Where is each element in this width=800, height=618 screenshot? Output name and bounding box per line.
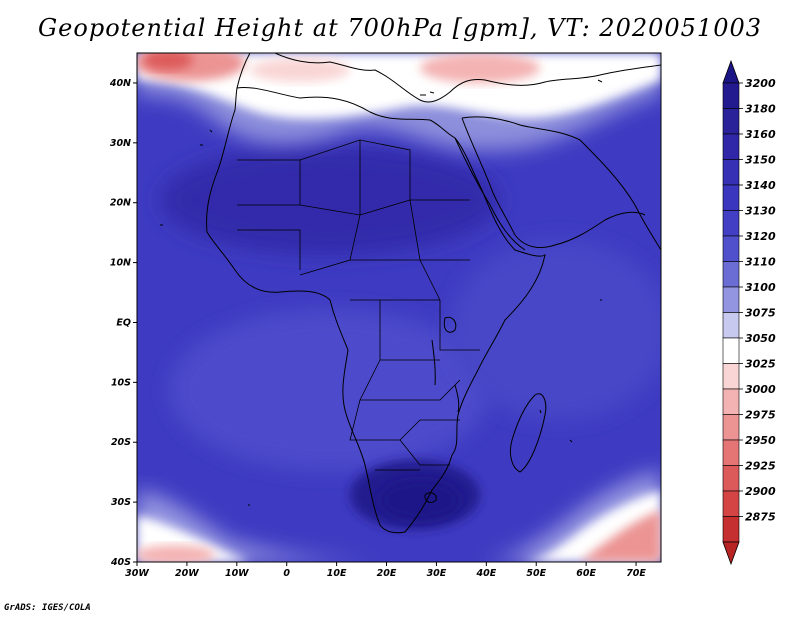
field-region (160, 145, 500, 255)
colorbar-swatch (722, 388, 740, 415)
lat-tick-label: 30N (110, 138, 131, 149)
colorbar-label: 2925 (745, 460, 776, 473)
colorbar-swatch (722, 159, 740, 186)
colorbar-label: 2900 (745, 485, 776, 498)
colorbar-swatch (722, 414, 740, 441)
lon-tick-label: 0 (283, 568, 290, 579)
lon-tick-label: 30W (125, 568, 149, 579)
country-borders (237, 139, 480, 471)
colorbar-swatch (722, 439, 740, 466)
lat-tick-label: 10S (111, 377, 131, 388)
lat-tick-label: EQ (116, 317, 131, 328)
colorbar-label: 2975 (745, 409, 776, 422)
lat-tick-label: 30S (111, 497, 131, 508)
lat-tick-label: 10N (110, 258, 131, 269)
colorbar-label: 3000 (745, 383, 776, 396)
coastlines (160, 53, 661, 534)
colorbar-swatch (722, 465, 740, 492)
latitude-axis: 40N 30N 20N 10N EQ 10S 20S 30S 40S (109, 78, 137, 568)
colorbar-label: 3180 (745, 103, 776, 116)
field-region (137, 545, 215, 562)
field-region (580, 510, 661, 562)
field-region (250, 58, 350, 82)
lake-malawi (454, 384, 460, 413)
colorbar-label: 3160 (745, 128, 776, 141)
colorbar-swatch (722, 184, 740, 211)
lat-tick-label: 20S (111, 437, 131, 448)
lon-tick-label: 30E (427, 568, 447, 579)
colorbar-label: 3120 (745, 230, 776, 243)
colorbar-swatch (722, 337, 740, 364)
map-frame (136, 52, 662, 563)
colorbar-bottom-arrow (722, 541, 740, 566)
colorbar-label: 3200 (745, 77, 776, 90)
colorbar-swatch (722, 286, 740, 313)
coastline-arabia (461, 116, 661, 251)
colorbar-swatch (722, 312, 740, 339)
lon-tick-label: 50E (526, 568, 546, 579)
colorbar-label: 3075 (745, 307, 776, 320)
field-region (450, 240, 661, 420)
colorbar-swatch (722, 108, 740, 135)
lake-tanganyika (431, 339, 436, 386)
lon-tick-label: 60E (576, 568, 596, 579)
colorbar-swatch (722, 235, 740, 262)
field-region (420, 53, 540, 83)
colorbar-swatch (722, 133, 740, 160)
colorbar-swatch (722, 210, 740, 237)
colorbar-label: 3100 (745, 281, 776, 294)
coastline-europe (236, 53, 661, 103)
colorbar-label: 3110 (745, 256, 776, 269)
credit-text: GrADS: IGES/COLA (4, 603, 91, 613)
colorbar-label: 2950 (745, 434, 776, 447)
colorbar-top-arrow (722, 59, 740, 84)
colorbar-swatch (722, 516, 740, 543)
field-region (170, 310, 490, 470)
field-region (380, 480, 460, 520)
height-field (137, 53, 661, 562)
lon-tick-label: 20E (377, 568, 397, 579)
lon-tick-label: 10W (225, 568, 249, 579)
colorbar-label: 3140 (745, 179, 776, 192)
colorbar-label: 3130 (745, 205, 776, 218)
coastline-red-sea (454, 137, 526, 251)
lon-tick-label: 10E (327, 568, 347, 579)
colorbar-swatch (722, 363, 740, 390)
colorbar-swatch (722, 82, 740, 109)
colorbar-label: 3150 (745, 154, 776, 167)
colorbar-swatch (722, 490, 740, 517)
islands (160, 79, 603, 506)
map-title: Geopotential Height at 700hPa [gpm], VT:… (38, 14, 762, 42)
lon-tick-label: 40E (475, 568, 496, 579)
longitude-axis: 30W 20W 10W 0 10E 20E 30E 40E 50E 60E 70E (125, 562, 646, 579)
coastline-madagascar (509, 393, 547, 473)
lake-victoria (443, 316, 457, 333)
field-region (143, 53, 193, 70)
colorbar-label: 3050 (745, 332, 776, 345)
lesotho (424, 492, 437, 503)
lat-tick-label: 20N (110, 198, 131, 209)
colorbar-swatch (722, 261, 740, 288)
colorbar-label: 3025 (745, 358, 776, 371)
colorbar: 3200 3180 3160 3150 3140 3130 3120 3110 3100 3075… (722, 59, 776, 566)
lat-tick-label: 40S (110, 557, 131, 568)
lon-tick-label: 20W (175, 568, 199, 579)
colorbar-label: 2875 (745, 511, 776, 524)
coastline-africa (206, 86, 546, 534)
lat-tick-label: 40N (109, 78, 131, 89)
lon-tick-label: 70E (626, 568, 646, 579)
